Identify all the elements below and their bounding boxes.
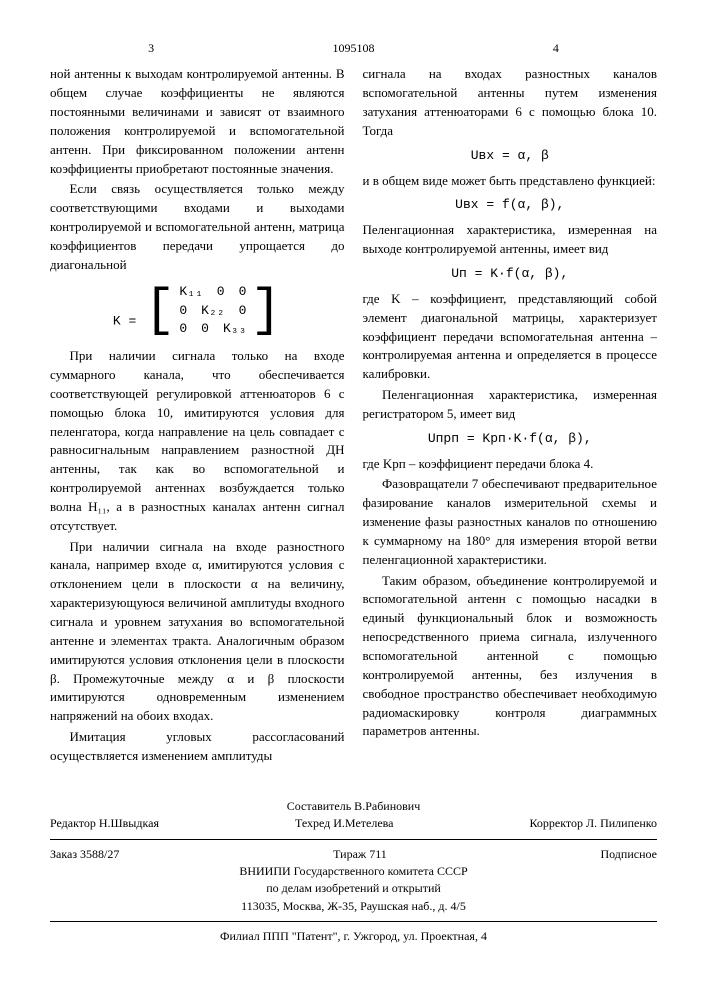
equation: Uп = K·f(α, β), [363,265,658,284]
para: Если связь осуществляется только между с… [50,180,345,274]
equation: Uвх = α, β [363,147,658,166]
org-line2: по делам изобретений и открытий [50,880,657,897]
tirage: Тираж 711 [333,846,387,863]
para: Фазовращатели 7 обеспечивают предварител… [363,475,658,569]
corrector: Корректор Л. Пилипенко [529,815,657,832]
page-num-right: 4 [455,40,657,57]
para: ной антенны к выходам контролируемой ант… [50,65,345,178]
equation: Uвх = f(α, β), [363,196,658,215]
bracket-left: [ [144,290,175,332]
rule [50,839,657,840]
para: Пеленгационная характеристика, измеренна… [363,386,658,424]
left-column: ной антенны к выходам контролируемой ант… [50,65,345,767]
address: 113035, Москва, Ж-35, Раушская наб., д. … [50,898,657,915]
compiler-line: Составитель В.Рабинович [50,798,657,815]
para: сигнала на входах разностных каналов всп… [363,65,658,140]
sign: Подписное [600,846,657,863]
matrix-rows: K₁₁00 0K₂₂0 00K₃₃ [175,283,250,340]
para: и в общем виде может быть представлено ф… [363,172,658,191]
page-num-left: 3 [50,40,252,57]
para: При наличии сигнала на входе разностного… [50,538,345,726]
para: где Kрп – коэффициент передачи блока 4. [363,455,658,474]
para: Таким образом, объединение контролируемо… [363,572,658,742]
para: Имитация угловых рассогласований осущест… [50,728,345,766]
text-columns: ной антенны к выходам контролируемой ант… [50,65,657,767]
editor: Редактор Н.Швыдкая [50,815,159,832]
matrix-lead: K = [113,313,136,328]
para: где K – коэффициент, представляющий собо… [363,290,658,384]
para: Пеленгационная характеристика, измеренна… [363,221,658,259]
footer-block: Составитель В.Рабинович Редактор Н.Швыдк… [50,798,657,946]
matrix-equation: K = [ K₁₁00 0K₂₂0 00K₃₃ ] [50,283,345,340]
bracket-right: ] [250,290,281,332]
rule [50,921,657,922]
techred: Техред И.Метелева [295,815,394,832]
branch: Филиал ППП "Патент", г. Ужгород, ул. Про… [50,928,657,945]
order: Заказ 3588/27 [50,846,119,863]
equation: Uпрп = Kрп·K·f(α, β), [363,430,658,449]
right-column: сигнала на входах разностных каналов всп… [363,65,658,767]
org-line1: ВНИИПИ Государственного комитета СССР [50,863,657,880]
patent-number: 1095108 [252,40,454,57]
para: При наличии сигнала только на входе сумм… [50,347,345,535]
header-page-numbers: 3 1095108 4 [50,40,657,57]
